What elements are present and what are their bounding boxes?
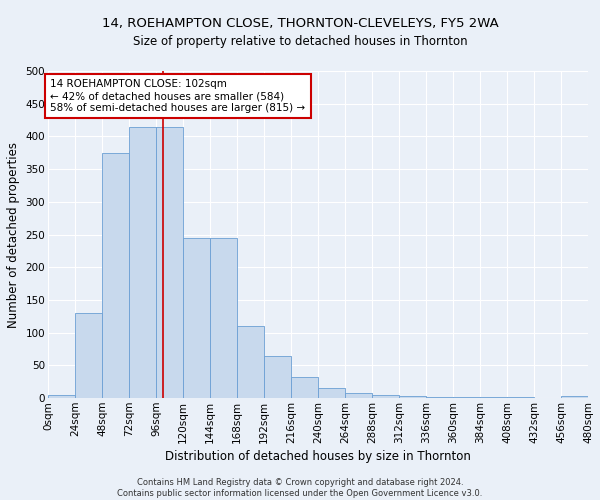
Text: 14, ROEHAMPTON CLOSE, THORNTON-CLEVELEYS, FY5 2WA: 14, ROEHAMPTON CLOSE, THORNTON-CLEVELEYS… (101, 18, 499, 30)
Text: 14 ROEHAMPTON CLOSE: 102sqm
← 42% of detached houses are smaller (584)
58% of se: 14 ROEHAMPTON CLOSE: 102sqm ← 42% of det… (50, 80, 305, 112)
Bar (264, 356, 291, 398)
Bar (156, 126, 183, 398)
Text: Size of property relative to detached houses in Thornton: Size of property relative to detached ho… (133, 35, 467, 48)
Bar (129, 126, 156, 398)
Bar (453, 397, 480, 398)
Bar (318, 388, 345, 398)
Text: Contains HM Land Registry data © Crown copyright and database right 2024.
Contai: Contains HM Land Registry data © Crown c… (118, 478, 482, 498)
Bar (210, 238, 237, 398)
Bar (480, 397, 507, 398)
Bar (426, 397, 453, 398)
X-axis label: Distribution of detached houses by size in Thornton: Distribution of detached houses by size … (165, 450, 471, 463)
Bar (75, 313, 102, 398)
Bar (291, 378, 318, 398)
Bar (507, 397, 534, 398)
Bar (102, 153, 129, 398)
Y-axis label: Number of detached properties: Number of detached properties (7, 142, 20, 328)
Bar (183, 238, 210, 398)
Bar (237, 326, 264, 398)
Bar (561, 396, 588, 398)
Bar (345, 393, 372, 398)
Bar (372, 395, 399, 398)
Bar (48, 395, 75, 398)
Bar (399, 396, 426, 398)
